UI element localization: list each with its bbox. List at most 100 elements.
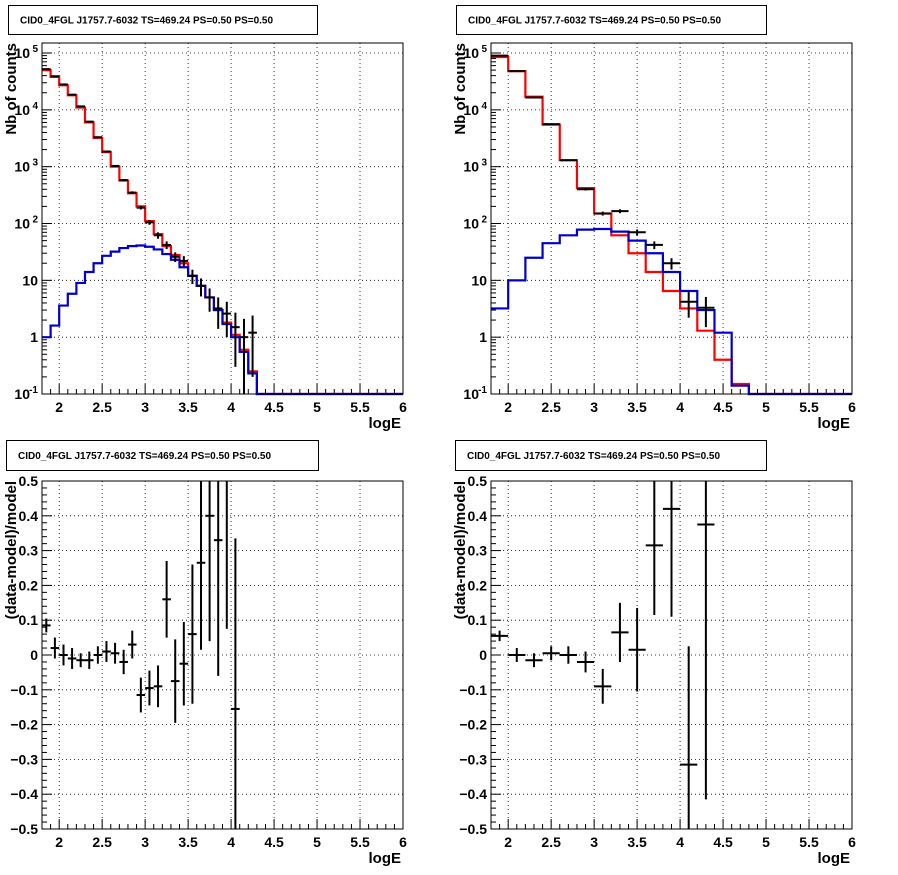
data-points — [42, 68, 257, 394]
chart-title: CID0_4FGL J1757.7-6032 TS=469.24 PS=0.50… — [467, 451, 720, 462]
plot-frame — [41, 42, 404, 395]
y-tick-label: 10 — [14, 159, 30, 175]
data-point — [697, 481, 715, 800]
y-tick-exponent: -1 — [478, 385, 487, 396]
data-point — [162, 241, 171, 250]
data-points — [491, 54, 715, 328]
data-point — [645, 481, 663, 615]
y-tick-label: 10 — [463, 102, 479, 118]
data-point — [508, 648, 526, 662]
data-point — [119, 649, 128, 675]
y-tick-exponent: 5 — [481, 44, 487, 55]
y-tick-label: 1 — [479, 329, 487, 345]
y-tick-label: 10 — [14, 102, 30, 118]
y-tick-label: 0.2 — [468, 577, 488, 593]
chart-panel-top-right: CID0_4FGL J1757.7-6032 TS=469.24 PS=0.50… — [452, 5, 856, 432]
y-tick-label: 10 — [471, 272, 487, 288]
x-tick-label: 4.5 — [264, 399, 284, 415]
y-tick-exponent: 2 — [32, 215, 38, 226]
x-tick-label: 5 — [313, 399, 321, 415]
x-tick-label: 2 — [504, 399, 512, 415]
x-tick-label: 5 — [313, 834, 321, 850]
x-tick-label: 3.5 — [178, 399, 198, 415]
x-tick-label: 4 — [227, 399, 235, 415]
data-point — [662, 481, 681, 617]
y-tick-label: 0.4 — [19, 508, 39, 524]
x-tick-label: 6 — [399, 399, 407, 415]
x-tick-label: 6 — [848, 399, 856, 415]
title-box — [456, 5, 767, 35]
y-tick-label: 0.5 — [19, 473, 39, 489]
data-point — [136, 205, 146, 210]
x-tick-label: 3 — [590, 399, 598, 415]
axis-ticks — [490, 52, 853, 395]
data-point — [110, 642, 120, 664]
data-point — [491, 630, 509, 642]
data-point — [145, 220, 154, 225]
data-point — [196, 278, 206, 297]
x-axis-label: logE — [369, 415, 402, 432]
x-tick-label: 4 — [676, 399, 684, 415]
x-tick-label: 2.5 — [541, 834, 561, 850]
y-tick-label: 0.1 — [468, 612, 488, 628]
title-box — [455, 440, 767, 471]
x-tick-label: 5.5 — [799, 834, 819, 850]
y-axis-label: (data-model)/model — [452, 481, 469, 619]
y-tick-label: 0.3 — [468, 543, 488, 559]
data-point — [645, 241, 663, 250]
y-tick-exponent: 5 — [32, 44, 38, 55]
y-tick-label: 10 — [14, 386, 30, 402]
data-point — [628, 229, 646, 236]
y-tick-label: 10 — [14, 45, 30, 61]
y-tick-label: 1 — [30, 329, 38, 345]
y-tick-label: 0.3 — [19, 543, 39, 559]
y-axis-label: Nb of counts — [452, 43, 469, 135]
data-point — [542, 123, 560, 126]
y-tick-label: −0.4 — [459, 786, 487, 802]
data-point — [680, 292, 698, 318]
x-tick-label: 4.5 — [713, 834, 733, 850]
y-axis-label: Nb of counts — [3, 43, 20, 135]
x-tick-label: 6 — [399, 834, 407, 850]
y-tick-label: 0 — [479, 647, 487, 663]
data-point — [576, 188, 595, 191]
y-tick-label: 10 — [463, 386, 479, 402]
data-point — [239, 318, 249, 394]
x-tick-label: 3.5 — [178, 834, 198, 850]
y-tick-label: 0.1 — [19, 612, 39, 628]
chart-panel-top-left: CID0_4FGL J1757.7-6032 TS=469.24 PS=0.50… — [3, 5, 407, 432]
data-point — [662, 258, 681, 270]
data-point — [127, 191, 137, 194]
data-point — [611, 602, 629, 662]
data-points — [42, 481, 240, 829]
y-tick-label: −0.1 — [459, 682, 487, 698]
y-tick-label: −0.1 — [10, 682, 38, 698]
data-point — [153, 665, 163, 708]
data-point — [697, 296, 715, 328]
x-tick-label: 3 — [590, 834, 598, 850]
data-point — [145, 670, 154, 706]
axis-ticks — [490, 480, 853, 830]
data-point — [42, 618, 51, 633]
y-tick-label: 10 — [14, 216, 30, 232]
x-tick-label: 2 — [504, 834, 512, 850]
data-point — [102, 641, 111, 662]
data-point — [67, 648, 77, 669]
y-tick-exponent: 4 — [481, 101, 487, 112]
data-point — [525, 653, 543, 668]
y-tick-exponent: 2 — [481, 215, 487, 226]
y-tick-label: 0.4 — [468, 508, 488, 524]
x-tick-label: 6 — [848, 834, 856, 850]
data-point — [231, 538, 240, 829]
x-axis-label: logE — [818, 415, 851, 432]
y-tick-label: −0.3 — [10, 751, 38, 767]
y-tick-label: −0.2 — [459, 717, 487, 733]
y-tick-exponent: 3 — [32, 158, 38, 169]
data-point — [59, 644, 68, 666]
x-tick-label: 4 — [227, 834, 235, 850]
chart-title: CID0_4FGL J1757.7-6032 TS=469.24 PS=0.50… — [468, 16, 721, 27]
y-tick-label: −0.5 — [459, 821, 487, 837]
y-axis-label: (data-model)/model — [3, 481, 20, 619]
data-point — [205, 481, 214, 642]
